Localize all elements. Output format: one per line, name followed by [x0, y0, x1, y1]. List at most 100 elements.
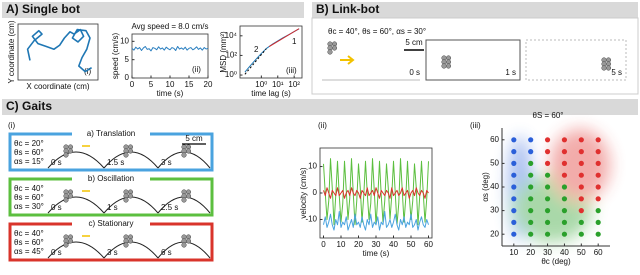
x-tick-label: 15: [185, 80, 194, 89]
point: [561, 160, 568, 166]
time-label: 0 s: [51, 158, 62, 167]
line: [268, 28, 300, 47]
bot: [63, 152, 69, 158]
gait-param: θc = 20°: [14, 139, 44, 148]
panel-label: (ii): [318, 121, 327, 130]
point: [578, 160, 584, 166]
bot: [123, 242, 129, 248]
y-tick-label: 60: [490, 135, 499, 144]
y-tick-label: 10⁴: [225, 31, 238, 40]
x-tick-label: 30: [372, 240, 381, 249]
y-tick-label: 20: [490, 229, 499, 238]
y-tick-label: 40: [490, 182, 499, 191]
point: [595, 196, 601, 202]
panel-title: B) Link-bot: [316, 2, 379, 16]
gait-param: θc = 40°: [14, 184, 44, 193]
point: [528, 196, 534, 202]
bot: [123, 197, 129, 203]
point: [544, 196, 551, 202]
y-tick-label: 10: [120, 36, 129, 45]
gait-param: θc = 40°: [14, 229, 44, 238]
panel-header: [2, 99, 638, 115]
point: [528, 219, 534, 225]
point: [511, 184, 517, 190]
time-label: 1 s: [107, 203, 118, 212]
point: [561, 231, 568, 237]
point: [578, 137, 584, 143]
arena-arc: [47, 196, 105, 214]
x-tick-label: 60: [424, 240, 433, 249]
arrow: [340, 55, 355, 65]
time-label: 0 s: [409, 68, 420, 77]
gait-title: a) Translation: [87, 129, 135, 138]
x-tick-label: 50: [577, 248, 586, 257]
point: [544, 184, 551, 190]
x-axis-label: θc (deg): [541, 257, 571, 266]
y-tick-label: 0: [125, 73, 130, 82]
arena-arc: [47, 151, 105, 169]
gait-param: θs = 60°: [14, 238, 44, 247]
title-bg: [72, 128, 150, 140]
bot: [127, 193, 134, 199]
bot: [67, 193, 74, 199]
time-label: 0 s: [51, 248, 62, 257]
time-label: 5 s: [611, 68, 622, 77]
point: [578, 184, 584, 190]
y-axis-label: αs (deg): [481, 172, 490, 202]
y-axis-label: speed (cm/s): [111, 33, 120, 80]
bot: [127, 148, 134, 154]
point: [528, 137, 534, 143]
point: [578, 231, 584, 237]
panel-frame: [311, 17, 639, 95]
point: [561, 196, 568, 202]
y-tick-label: 50: [490, 159, 499, 168]
title-bg: [72, 218, 150, 230]
point: [544, 149, 551, 155]
bot: [123, 152, 129, 158]
time-label: 1 s: [505, 68, 516, 77]
point: [511, 172, 517, 178]
title-bg: [72, 173, 150, 185]
bot: [605, 65, 612, 71]
point: [561, 137, 568, 143]
gait-param: αs = 45°: [14, 247, 44, 256]
point: [544, 172, 551, 178]
y-axis-label: velocity (cm/s): [299, 167, 308, 218]
bot: [185, 148, 192, 154]
gait-param: θs = 60°: [14, 193, 44, 202]
x-tick-label: 10: [337, 240, 346, 249]
link-bot-params: θc = 40°, θs = 60°, αs = 30°: [328, 27, 426, 36]
point: [528, 208, 534, 214]
point: [561, 184, 568, 190]
point: [561, 172, 568, 178]
x-tick-label: 20: [204, 80, 213, 89]
bot: [181, 152, 187, 158]
arena-arc: [47, 241, 105, 259]
point: [561, 208, 568, 214]
panel-label: (ii): [192, 65, 201, 74]
panel-header: [312, 2, 638, 18]
scale-label: 5 cm: [185, 134, 203, 143]
point: [544, 160, 551, 166]
bot: [445, 63, 452, 69]
bot: [331, 45, 338, 51]
point: [595, 208, 601, 214]
x-tick-label: 10⁰: [255, 80, 267, 89]
bot: [67, 148, 74, 154]
time-label: 2.5 s: [161, 203, 178, 212]
point: [595, 184, 601, 190]
x-axis-label: time (s): [363, 249, 390, 258]
x-axis-label: X coordinate (cm): [26, 82, 89, 91]
frame: [425, 39, 521, 81]
point: [528, 184, 534, 190]
x-tick-label: 20: [526, 248, 535, 257]
time-label: 1.5 s: [107, 158, 124, 167]
panel-title: C) Gaits: [6, 99, 52, 113]
regions: [508, 129, 610, 242]
point: [528, 172, 534, 178]
x-tick-label: 0: [130, 80, 135, 89]
point: [511, 160, 517, 166]
scale-label: 5 cm: [405, 38, 423, 47]
point: [595, 231, 601, 237]
